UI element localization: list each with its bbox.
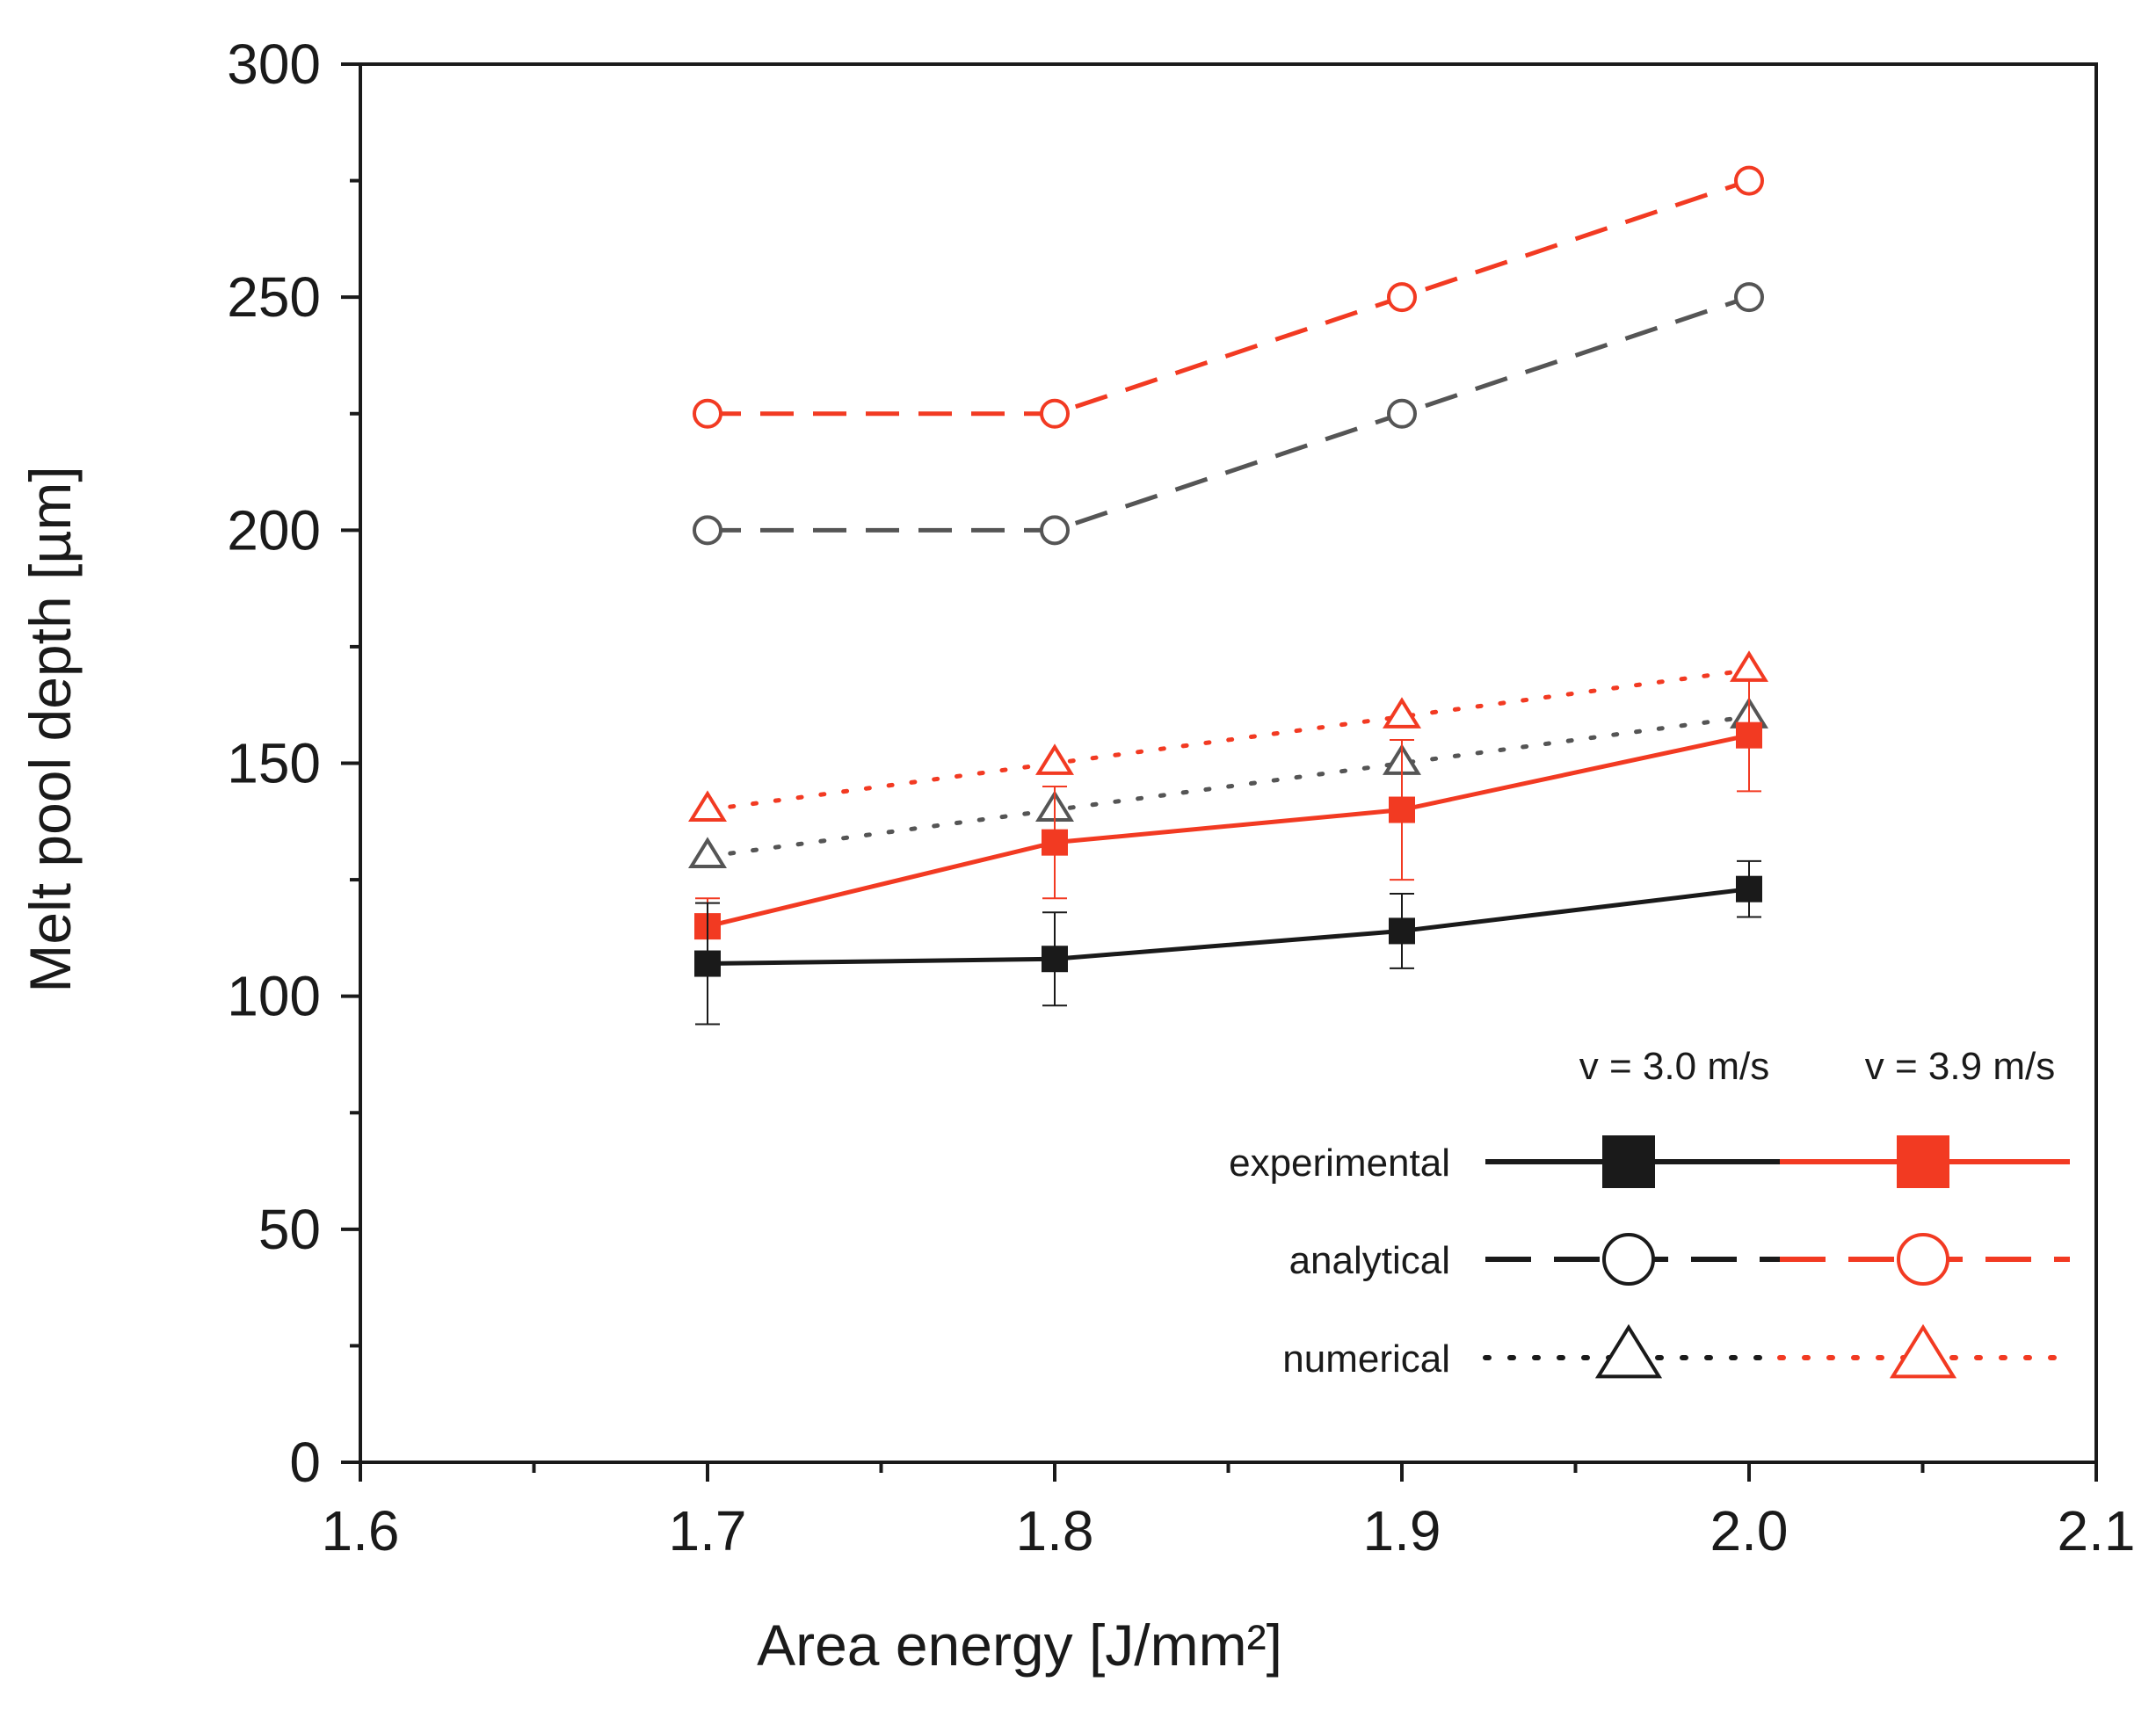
series-numerical-v-3-9-m-s xyxy=(688,650,1768,822)
legend-marker xyxy=(1602,1233,1655,1286)
x-tick-label: 1.7 xyxy=(669,1499,747,1562)
series-line xyxy=(708,294,1750,533)
data-point xyxy=(1383,697,1421,729)
data-point xyxy=(1736,875,1762,902)
series-line xyxy=(707,887,1750,967)
data-point xyxy=(1042,946,1068,973)
legend-row-label: experimental xyxy=(1229,1142,1450,1185)
series-analytical-v-3-0-m-s xyxy=(693,282,1764,546)
legend-row-label: numerical xyxy=(1282,1337,1450,1381)
x-tick-label: 2.0 xyxy=(1710,1499,1789,1562)
data-point xyxy=(1734,165,1764,196)
data-point xyxy=(1387,398,1417,429)
y-tick-label: 300 xyxy=(227,33,321,96)
data-point xyxy=(693,515,722,546)
legend-marker xyxy=(1897,1233,1949,1286)
y-tick-label: 100 xyxy=(227,965,321,1028)
legend-row-label: analytical xyxy=(1289,1239,1450,1282)
data-point xyxy=(1040,515,1070,546)
series-experimental-v-3-0-m-s xyxy=(694,859,1762,1026)
data-point xyxy=(1736,721,1762,749)
legend-marker xyxy=(1889,1323,1957,1379)
data-point xyxy=(1040,398,1070,429)
axes: 1.6 1.7 1.8 1.9 2.0 2.1 0 50 100 150 200 250 300 xyxy=(227,33,2135,1562)
legend-marker xyxy=(1602,1135,1655,1188)
plot-frame xyxy=(359,62,2098,1464)
data-point xyxy=(688,837,727,868)
data-point xyxy=(1730,650,1768,682)
x-axis-label: Area energy [J/mm²] xyxy=(757,1613,1282,1678)
data-point xyxy=(693,398,722,429)
data-point xyxy=(1734,282,1764,313)
data-point xyxy=(1042,829,1068,856)
series-line xyxy=(705,667,1752,813)
data-point xyxy=(1387,282,1417,313)
legend-column-header: v = 3.9 m/s xyxy=(1865,1045,2055,1088)
data-point xyxy=(1035,743,1074,775)
legend-marker xyxy=(1594,1323,1663,1379)
y-tick-label: 0 xyxy=(289,1431,321,1494)
data-point xyxy=(688,790,727,822)
data-point xyxy=(694,950,721,977)
x-tick-label: 1.6 xyxy=(322,1499,400,1562)
series-line xyxy=(708,178,1750,417)
series-analytical-v-3-9-m-s xyxy=(693,165,1764,429)
y-tick-label: 50 xyxy=(258,1198,321,1261)
data-point xyxy=(1389,917,1415,945)
legend-marker xyxy=(1897,1135,1949,1188)
y-tick-label: 200 xyxy=(227,498,321,562)
x-tick-label: 1.8 xyxy=(1016,1499,1094,1562)
plot-area xyxy=(688,165,1768,1026)
x-tick-label: 2.1 xyxy=(2058,1499,2136,1562)
y-tick-label: 150 xyxy=(227,732,321,795)
series-line xyxy=(705,714,1752,859)
data-point xyxy=(1389,796,1415,823)
legend: v = 3.0 m/s v = 3.9 m/s experimental analyt… xyxy=(1229,1045,2073,1381)
y-tick-label: 250 xyxy=(227,265,321,329)
legend-column-header: v = 3.0 m/s xyxy=(1579,1045,1769,1088)
series-numerical-v-3-0-m-s xyxy=(688,697,1768,868)
y-axis-label: Melt pool depth [µm] xyxy=(18,466,83,992)
series-experimental-v-3-9-m-s xyxy=(694,678,1762,955)
series-line xyxy=(707,733,1750,929)
x-tick-label: 1.9 xyxy=(1363,1499,1441,1562)
